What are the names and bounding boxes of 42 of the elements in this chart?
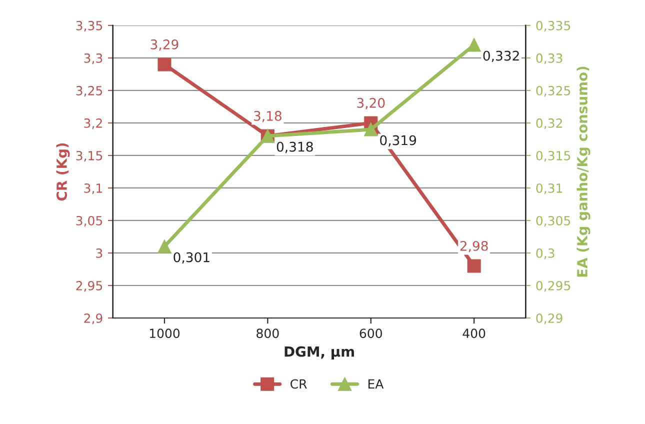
y2-tick-label: 0,335 bbox=[536, 20, 570, 32]
data-label: 3,29 bbox=[150, 39, 178, 51]
data-label: 3,20 bbox=[357, 98, 385, 110]
y2-tick-label: 0,315 bbox=[536, 150, 570, 162]
y2-tick-label: 0,33 bbox=[536, 53, 562, 64]
point bbox=[467, 259, 481, 273]
data-label: 0,318 bbox=[276, 142, 313, 154]
y2-tick-label: 0,32 bbox=[536, 118, 562, 130]
y2-tick-label: 0,305 bbox=[536, 216, 570, 227]
y-tick-label: 3,35 bbox=[76, 20, 102, 32]
x-tick-label: 800 bbox=[256, 328, 279, 338]
y2-axis-title: EA (Kg ganho/Kg consumo) bbox=[576, 66, 590, 277]
point bbox=[467, 38, 481, 52]
legend-label: EA bbox=[368, 379, 384, 388]
data-label: 0,319 bbox=[380, 135, 416, 147]
y-axis-title: CR (Kg) bbox=[56, 143, 70, 201]
x-tick-label: 400 bbox=[462, 328, 486, 338]
y2-tick-label: 0,3 bbox=[536, 248, 554, 260]
data-label: 2,98 bbox=[460, 240, 488, 252]
y-tick-label: 2,9 bbox=[84, 313, 102, 324]
y-tick-label: 3,2 bbox=[84, 118, 102, 130]
x-tick-label: 600 bbox=[360, 328, 382, 338]
y-tick-label: 3 bbox=[96, 248, 102, 258]
y2-tick-label: 0,325 bbox=[536, 86, 570, 97]
y2-tick-label: 0,29 bbox=[536, 313, 562, 324]
data-label: 0,332 bbox=[483, 50, 519, 62]
point bbox=[364, 122, 378, 136]
x-tick-label: 1000 bbox=[150, 328, 180, 338]
data-label: 0,301 bbox=[174, 252, 210, 264]
legend-label: CR bbox=[290, 379, 307, 389]
y-tick-label: 3,3 bbox=[84, 53, 102, 64]
y2-tick-label: 0,295 bbox=[536, 280, 570, 292]
y-tick-label: 3,1 bbox=[84, 183, 102, 194]
y-tick-label: 3,15 bbox=[76, 150, 102, 162]
point bbox=[158, 240, 172, 254]
y-tick-label: 3,05 bbox=[76, 216, 102, 227]
x-axis-title: DGM, µm bbox=[284, 346, 354, 360]
data-label: 3,18 bbox=[254, 110, 282, 122]
y-tick-label: 2,95 bbox=[76, 280, 102, 292]
y-tick-label: 3,25 bbox=[76, 86, 102, 97]
point bbox=[158, 58, 172, 72]
y2-tick-label: 0,31 bbox=[536, 183, 562, 194]
